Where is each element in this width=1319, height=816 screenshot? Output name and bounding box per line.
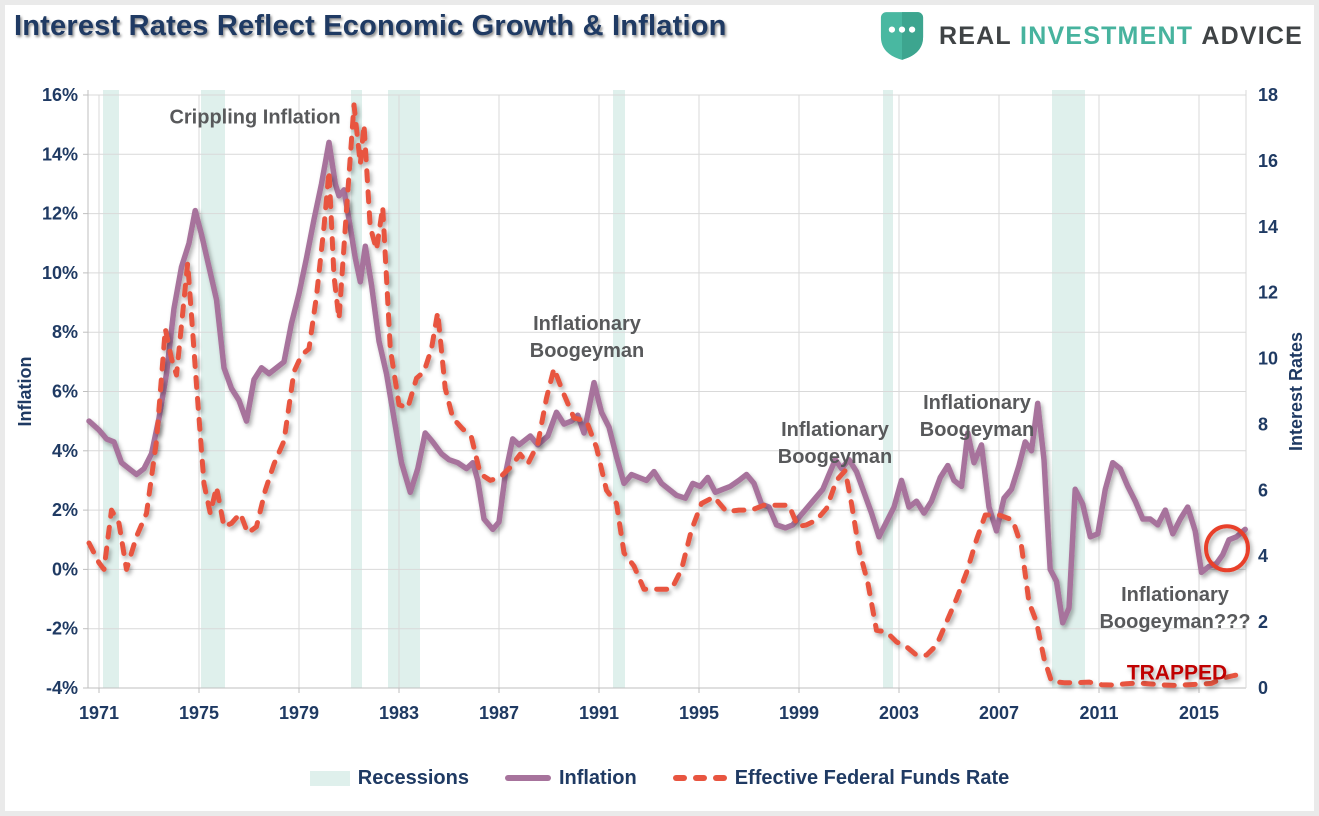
y-left-tick-label: 0% bbox=[52, 559, 78, 579]
y-left-axis-title: Inflation bbox=[15, 357, 35, 427]
annotation-text: Boogeyman??? bbox=[1099, 611, 1250, 633]
recession-band bbox=[388, 90, 420, 688]
annotation-text: Inflationary bbox=[1121, 584, 1230, 606]
chart-legend: Recessions Inflation Effective Federal F… bbox=[0, 756, 1319, 800]
recession-band bbox=[883, 90, 893, 688]
x-tick-label: 1995 bbox=[679, 703, 719, 723]
legend-item-recessions: Recessions bbox=[309, 766, 469, 790]
inflation-line bbox=[86, 139, 1248, 626]
x-tick-label: 1999 bbox=[779, 703, 819, 723]
y-right-tick-label: 16 bbox=[1258, 151, 1278, 171]
legend-label-inflation: Inflation bbox=[558, 766, 637, 789]
annotation-text: Boogeyman bbox=[530, 340, 644, 362]
annotation-text: Inflationary bbox=[533, 313, 642, 335]
y-right-tick-label: 4 bbox=[1258, 546, 1268, 566]
y-right-tick-label: 12 bbox=[1258, 283, 1278, 303]
x-tick-label: 1991 bbox=[579, 703, 619, 723]
brand-logo: REAL INVESTMENT ADVICE bbox=[880, 11, 1303, 61]
recession-band bbox=[613, 90, 625, 688]
page-title: Interest Rates Reflect Economic Growth &… bbox=[14, 10, 727, 42]
y-left-tick-label: 10% bbox=[42, 263, 78, 283]
x-tick-label: 2003 bbox=[879, 703, 919, 723]
brand-logo-text: REAL INVESTMENT ADVICE bbox=[939, 22, 1303, 51]
logo-word-investment: INVESTMENT bbox=[1020, 21, 1194, 50]
y-right-tick-label: 10 bbox=[1258, 349, 1278, 369]
x-tick-label: 1983 bbox=[379, 703, 419, 723]
trapped-annotation: TRAPPED bbox=[1127, 661, 1227, 684]
legend-label-recessions: Recessions bbox=[357, 766, 469, 789]
y-left-tick-label: 4% bbox=[52, 441, 78, 461]
recession-swatch-icon bbox=[309, 770, 350, 786]
x-tick-label: 1987 bbox=[479, 703, 519, 723]
annotation-text: Boogeyman bbox=[920, 419, 1034, 441]
annotation-text: Inflationary bbox=[923, 392, 1032, 414]
annotation-text: Crippling Inflation bbox=[169, 106, 340, 128]
fed-funds-dash-swatch-icon bbox=[672, 775, 727, 781]
annotation-text: Inflationary bbox=[781, 419, 890, 441]
annotation-text: Boogeyman bbox=[778, 446, 892, 468]
x-tick-label: 1975 bbox=[179, 703, 219, 723]
recession-band bbox=[201, 90, 225, 688]
highlight-circle-annotation bbox=[1204, 524, 1250, 573]
y-right-tick-label: 6 bbox=[1258, 480, 1268, 500]
y-right-axis-title: Interest Rates bbox=[1286, 332, 1306, 451]
legend-item-fed-funds: Effective Federal Funds Rate bbox=[672, 766, 1010, 790]
y-left-tick-label: 8% bbox=[52, 322, 78, 342]
y-left-tick-label: -4% bbox=[46, 678, 78, 698]
x-tick-label: 1979 bbox=[279, 703, 319, 723]
y-right-tick-label: 0 bbox=[1258, 678, 1268, 698]
x-tick-label: 2015 bbox=[1179, 703, 1219, 723]
y-right-tick-label: 2 bbox=[1258, 612, 1268, 632]
recession-band bbox=[351, 90, 362, 688]
chart-plot-area: 16% 14% 12% 10% 8% 6% 4% 2% 0% -2% -4% 18 16 14 12 10 8 6… bbox=[0, 64, 1319, 758]
legend-item-inflation: Inflation bbox=[504, 766, 637, 790]
shield-icon bbox=[880, 12, 924, 60]
fed-funds-line bbox=[86, 102, 1248, 688]
y-left-tick-label: 16% bbox=[42, 85, 78, 105]
y-left-tick-label: 14% bbox=[42, 144, 78, 164]
logo-word-real: REAL bbox=[939, 21, 1012, 50]
x-tick-label: 1971 bbox=[79, 703, 119, 723]
chart-svg: 16% 14% 12% 10% 8% 6% 4% 2% 0% -2% -4% 18 16 14 12 10 8 6… bbox=[15, 85, 1306, 723]
logo-word-advice: ADVICE bbox=[1201, 21, 1303, 50]
y-left-tick-label: -2% bbox=[46, 619, 78, 639]
y-left-tick-label: 12% bbox=[42, 204, 78, 224]
inflation-line-swatch-icon bbox=[504, 775, 551, 781]
y-left-tick-label: 6% bbox=[52, 382, 78, 402]
recession-band bbox=[103, 90, 119, 688]
y-right-tick-label: 8 bbox=[1258, 414, 1268, 434]
y-right-tick-label: 18 bbox=[1258, 85, 1278, 105]
x-tick-label: 2011 bbox=[1079, 703, 1118, 723]
legend-label-fed-funds: Effective Federal Funds Rate bbox=[734, 766, 1010, 789]
y-left-tick-label: 2% bbox=[52, 500, 78, 520]
y-right-tick-label: 14 bbox=[1258, 217, 1278, 237]
x-tick-label: 2007 bbox=[979, 703, 1019, 723]
